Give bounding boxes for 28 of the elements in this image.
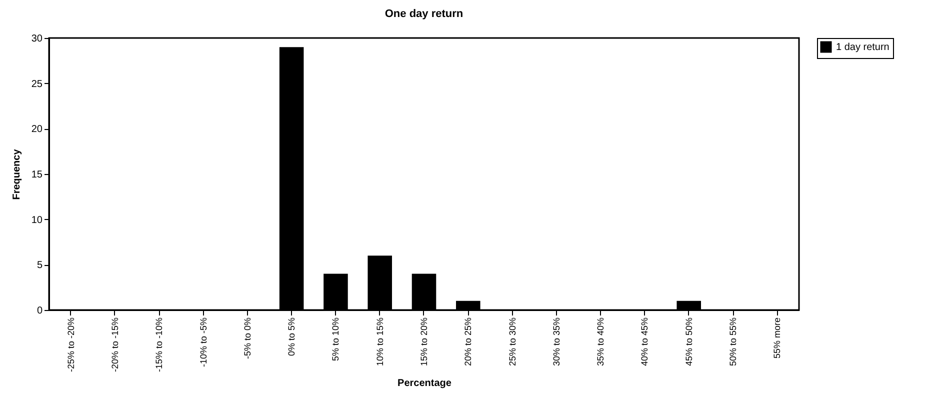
x-tick-label: 25% to 30% bbox=[507, 318, 518, 366]
x-tick-label: 15% to 20% bbox=[419, 318, 429, 366]
x-tick-label: 20% to 25% bbox=[463, 318, 474, 366]
y-tick-label: 30 bbox=[31, 34, 43, 44]
y-tick-label: 25 bbox=[31, 78, 43, 90]
x-tick-label: -25% to -20% bbox=[66, 318, 76, 372]
x-tick-label: 50% to 55% bbox=[728, 318, 738, 366]
y-axis-title: Frequency bbox=[11, 148, 22, 200]
y-tick-label: 15 bbox=[31, 170, 43, 180]
y-tick-label: 5 bbox=[36, 260, 43, 272]
x-tick-label: 0% to 5% bbox=[286, 318, 297, 356]
x-tick-label: 45% to 50% bbox=[684, 318, 694, 366]
y-tick-label: 20 bbox=[31, 124, 43, 136]
x-axis-title: Percentage bbox=[398, 378, 452, 390]
y-tick-label: 10 bbox=[31, 214, 43, 226]
chart-title: One day return bbox=[384, 8, 464, 20]
x-tick-label: -5% to 0% bbox=[242, 318, 252, 360]
y-tick-label: 0 bbox=[36, 306, 43, 316]
x-tick-label: -10% to -5% bbox=[198, 318, 208, 368]
x-tick-label: -15% to -10% bbox=[154, 318, 164, 372]
x-tick-label: 35% to 40% bbox=[596, 318, 606, 366]
x-tick-label: 5% to 10% bbox=[330, 318, 341, 362]
x-tick-label: 10% to 15% bbox=[374, 318, 385, 366]
x-tick-label: 40% to 45% bbox=[640, 318, 650, 366]
x-tick-label: 55% more bbox=[772, 318, 782, 359]
legend-label: 1 day return bbox=[836, 42, 890, 53]
x-tick-label: 30% to 35% bbox=[551, 318, 562, 366]
x-tick-label: -20% to -15% bbox=[110, 318, 120, 372]
